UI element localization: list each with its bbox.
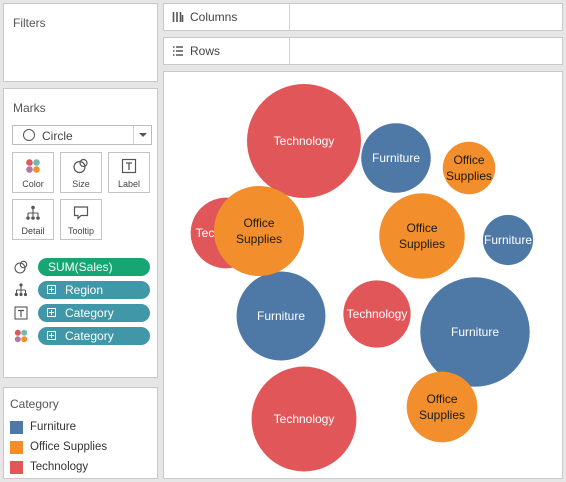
bubble-furniture[interactable]: Furniture: [361, 123, 431, 193]
bubble-office-supplies[interactable]: Office Supplies: [213, 185, 305, 277]
expand-plus-icon[interactable]: [47, 308, 56, 317]
marks-pill-row-color: Category: [14, 327, 151, 345]
bubble-mark[interactable]: [251, 366, 357, 472]
bubble-mark[interactable]: [361, 123, 431, 193]
filters-card[interactable]: Filters: [3, 3, 158, 82]
bubble-office-supplies[interactable]: Office Supplies: [379, 193, 465, 279]
bubble-mark[interactable]: [379, 193, 465, 279]
detail-hierarchy-icon: [26, 205, 40, 220]
detail-card-label: Detail: [21, 226, 45, 236]
packed-bubble-chart: Technology Technology Furniture Technology F…: [190, 84, 534, 472]
bubble-mark[interactable]: [236, 271, 326, 361]
bubble-mark[interactable]: [482, 214, 534, 266]
bubble-label: Office: [406, 221, 437, 235]
mark-type-label: Circle: [42, 129, 73, 143]
legend-swatch: [10, 421, 23, 434]
marks-pill-row-label: Category: [14, 304, 151, 322]
marks-pill-row-size: SUM(Sales): [14, 258, 151, 276]
bubble-label: Furniture: [451, 325, 499, 339]
size-sales-pill[interactable]: SUM(Sales): [38, 258, 150, 276]
label-card[interactable]: Label: [108, 152, 150, 193]
marks-card: Marks Circle Color Size Label: [3, 88, 158, 378]
color-encoding-icon: [14, 329, 28, 343]
bubble-mark[interactable]: [343, 280, 411, 348]
bubble-label: Supplies: [419, 408, 465, 422]
detail-card[interactable]: Detail: [12, 199, 54, 240]
bubble-label: Technology: [274, 412, 335, 426]
bubble-office-supplies[interactable]: Office Supplies: [406, 371, 478, 443]
columns-shelf-label: Columns: [164, 4, 290, 30]
mark-type-dropdown[interactable]: Circle: [12, 125, 152, 145]
color-card[interactable]: Color: [12, 152, 54, 193]
columns-shelf[interactable]: Columns: [163, 3, 563, 31]
pill-label: SUM(Sales): [48, 260, 113, 274]
bubble-label: Supplies: [236, 232, 282, 246]
bubble-furniture[interactable]: Furniture: [420, 277, 530, 387]
size-card-label: Size: [72, 179, 90, 189]
rows-icon: [173, 46, 183, 56]
legend-label: Office Supplies: [30, 441, 108, 453]
legend-swatch: [10, 441, 23, 454]
legend-title: Category: [10, 397, 59, 411]
bubble-furniture[interactable]: Furniture: [236, 271, 326, 361]
size-card[interactable]: Size: [60, 152, 102, 193]
color-dots-icon: [26, 159, 40, 173]
legend-swatch: [10, 461, 23, 474]
bubble-office-supplies[interactable]: Office Supplies: [442, 141, 496, 195]
pill-label: Region: [65, 283, 104, 297]
color-category-pill[interactable]: Category: [38, 327, 150, 345]
bubble-technology[interactable]: Technology: [247, 84, 361, 198]
bubble-mark[interactable]: [406, 371, 478, 443]
rows-label-text: Rows: [190, 44, 221, 58]
circle-mark-icon: [23, 129, 35, 141]
filters-title: Filters: [13, 16, 46, 30]
columns-label-text: Columns: [190, 10, 238, 24]
bubble-label: Furniture: [257, 309, 305, 323]
size-encoding-icon: [14, 260, 28, 274]
label-category-pill[interactable]: Category: [38, 304, 150, 322]
bubble-mark[interactable]: [213, 185, 305, 277]
bubble-label: Office: [243, 216, 274, 230]
rows-shelf[interactable]: Rows: [163, 37, 563, 65]
bubble-technology[interactable]: Technology: [343, 280, 411, 348]
legend-label: Technology: [30, 461, 89, 473]
bubble-technology[interactable]: Technology: [251, 366, 357, 472]
marks-pill-row-detail: Region: [14, 281, 151, 299]
bubble-mark[interactable]: [247, 84, 361, 198]
legend-label: Furniture: [30, 421, 77, 433]
expand-plus-icon[interactable]: [47, 285, 56, 294]
size-circles-icon: [73, 158, 88, 174]
tooltip-speech-icon: [73, 206, 89, 220]
category-color-legend: Category Furniture Office Supplies Techn…: [3, 387, 158, 479]
text-label-icon: [121, 158, 137, 174]
visualization-view[interactable]: Technology Technology Furniture Technology F…: [163, 71, 563, 479]
bubble-furniture[interactable]: Furniture: [482, 214, 534, 266]
bubble-label: Supplies: [399, 237, 445, 251]
chevron-down-icon[interactable]: [133, 126, 151, 144]
color-card-label: Color: [22, 179, 44, 189]
bubble-label: Furniture: [372, 151, 420, 165]
pill-label: Category: [65, 329, 114, 343]
rows-shelf-label: Rows: [164, 38, 290, 64]
columns-icon: [172, 12, 184, 22]
bubble-label: Furniture: [484, 233, 532, 247]
label-card-label: Label: [117, 179, 141, 189]
label-encoding-icon: [14, 306, 28, 320]
bubble-label: Technology: [274, 134, 335, 148]
expand-plus-icon[interactable]: [47, 331, 56, 340]
tooltip-card[interactable]: Tooltip: [60, 199, 102, 240]
bubble-label: Office: [453, 153, 484, 167]
bubble-label: Supplies: [446, 169, 492, 183]
tooltip-card-label: Tooltip: [67, 226, 94, 236]
bubble-label: Office: [426, 392, 457, 406]
detail-encoding-icon: [14, 283, 28, 297]
bubble-mark[interactable]: [420, 277, 530, 387]
detail-region-pill[interactable]: Region: [38, 281, 150, 299]
bubble-label: Technology: [347, 307, 408, 321]
bubble-mark[interactable]: [442, 141, 496, 195]
marks-title: Marks: [13, 101, 46, 115]
pill-label: Category: [65, 306, 114, 320]
